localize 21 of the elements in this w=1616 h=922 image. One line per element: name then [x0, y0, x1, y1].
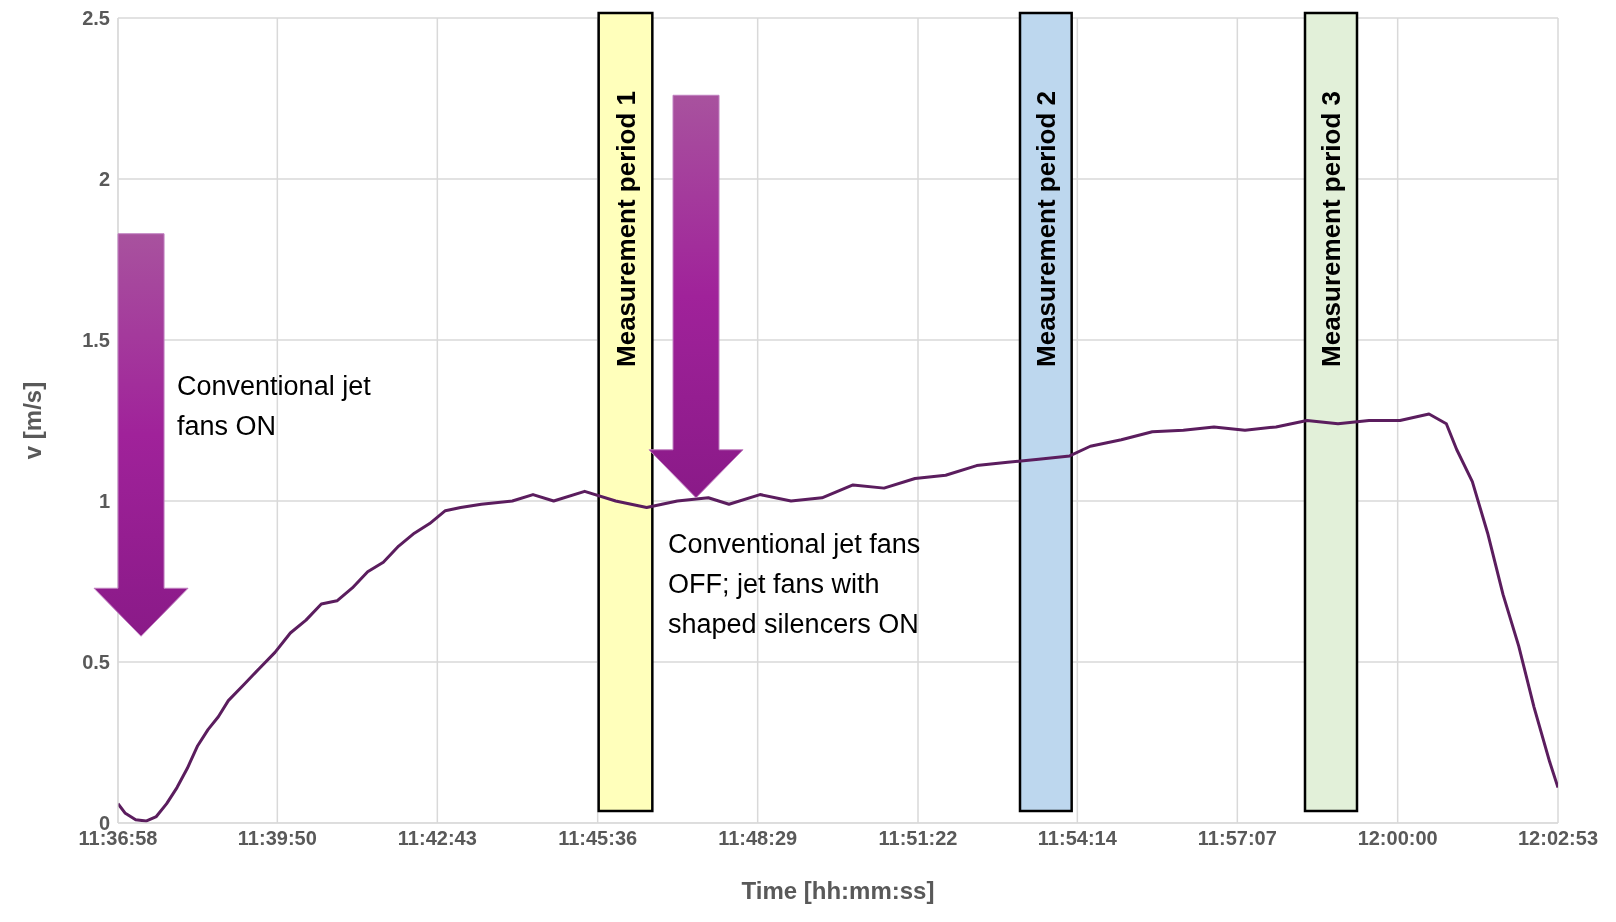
x-tick-label: 11:51:22: [878, 827, 958, 850]
x-tick-label: 11:45:36: [558, 827, 638, 850]
y-tick-label: 2: [98, 168, 110, 191]
x-tick-label: 11:39:50: [237, 827, 317, 850]
x-tick-label: 11:54:14: [1037, 827, 1118, 850]
band-label: Measurement period 3: [1316, 91, 1346, 367]
annotation: Conventional jet fans ON: [177, 369, 372, 443]
band-label: Measurement period 2: [1030, 91, 1061, 367]
x-tick-label: 11:57:07: [1197, 827, 1277, 850]
band-label: Measurement period 1: [610, 91, 641, 367]
annotation: Conventional jet fans OFF; jet fans with shaped silencers ON: [668, 527, 922, 641]
x-tick-label: 11:42:43: [397, 827, 477, 850]
x-tick-label: 12:00:00: [1357, 827, 1438, 850]
y-tick-label: 0.5: [82, 651, 110, 674]
y-axis-title: v [m/s]: [18, 381, 46, 460]
y-tick-label: 1: [98, 490, 110, 513]
x-axis-title: Time [hh:mm:ss]: [741, 877, 935, 904]
x-tick-label: 11:48:29: [718, 827, 798, 850]
y-tick-label: 1.5: [82, 329, 110, 352]
y-tick-label: 2.5: [82, 7, 110, 30]
x-tick-label: 12:02:53: [1517, 827, 1599, 850]
